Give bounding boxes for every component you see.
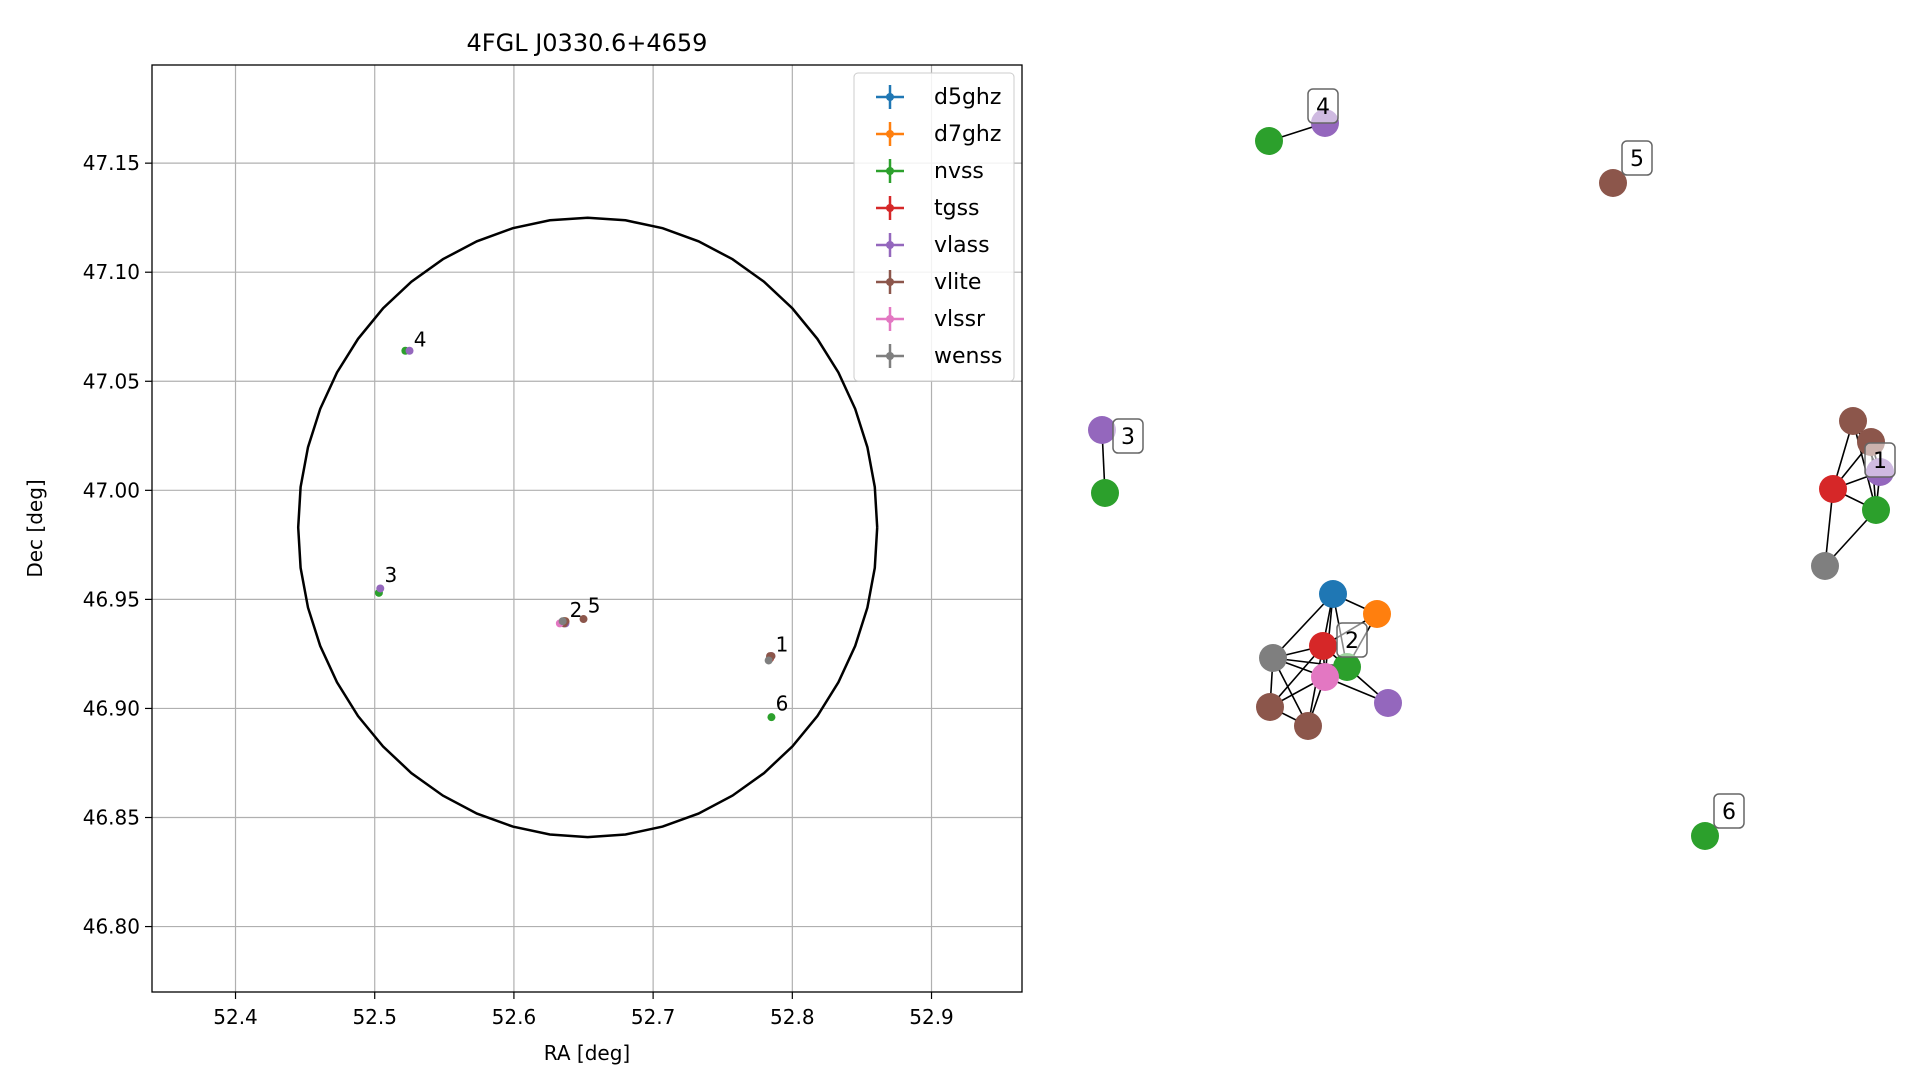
y-tick-label: 46.85 xyxy=(83,806,140,830)
network-node-vlass xyxy=(1374,689,1402,717)
data-point-vlass xyxy=(405,346,414,355)
chart-title: 4FGL J0330.6+4659 xyxy=(467,29,708,57)
x-tick-label: 52.8 xyxy=(770,1005,815,1029)
legend-marker-dot xyxy=(886,241,894,249)
y-tick-label: 47.05 xyxy=(83,369,140,393)
group-label-box xyxy=(1864,442,1896,478)
y-tick-label: 47.10 xyxy=(83,260,140,284)
network-node-vlssr xyxy=(1311,663,1339,691)
network-node-tgss xyxy=(1309,632,1337,660)
legend-label-vlssr: vlssr xyxy=(934,307,986,332)
legend-label-d5ghz: d5ghz xyxy=(934,85,1001,110)
y-tick-label: 47.15 xyxy=(83,151,140,175)
network-labels: 1 2 3 4 5 6 xyxy=(1112,88,1896,829)
x-tick-label: 52.5 xyxy=(352,1005,397,1029)
legend-label-d7ghz: d7ghz xyxy=(934,122,1001,147)
legend-marker-dot xyxy=(886,315,894,323)
point-annotation: 2 xyxy=(570,598,583,622)
network-node-nvss xyxy=(1862,496,1890,524)
legend-marker-dot xyxy=(886,352,894,360)
localization-ellipse xyxy=(296,216,879,839)
network-node-nvss xyxy=(1255,127,1283,155)
network-node-vlite xyxy=(1599,169,1627,197)
data-point-wenss xyxy=(558,617,567,626)
y-tick-label: 46.80 xyxy=(83,915,140,939)
group-label: 5 xyxy=(1630,147,1644,172)
legend-marker-dot xyxy=(886,93,894,101)
network-node-vlite xyxy=(1839,407,1867,435)
network-node-tgss xyxy=(1819,475,1847,503)
network-node-nvss xyxy=(1333,653,1361,681)
legend-label-tgss: tgss xyxy=(934,196,980,221)
data-point-nvss xyxy=(767,713,776,722)
legend-marker-dot xyxy=(886,278,894,286)
group-label: 3 xyxy=(1121,425,1135,450)
scatter-chart: 1 2 5 3 4 6 52.4 52.5 52.6 52.7 52.8 52.9 46.80 46.8… xyxy=(23,29,1023,1065)
y-tick-label: 46.90 xyxy=(83,696,140,720)
legend-marker-dot xyxy=(886,204,894,212)
legend-label-wenss: wenss xyxy=(934,344,1002,369)
y-axis-label: Dec [deg] xyxy=(23,479,47,577)
group-label-box xyxy=(1713,793,1745,829)
plot-area: 1 2 5 3 4 6 xyxy=(296,216,879,839)
network-node-wenss xyxy=(1259,644,1287,672)
legend-marker-dot xyxy=(886,167,894,175)
network-edges xyxy=(1101,122,1881,727)
network-graph: 1 2 3 4 5 6 xyxy=(1088,88,1896,850)
x-axis-label: RA [deg] xyxy=(544,1041,630,1065)
network-node-nvss xyxy=(1691,822,1719,850)
group-label-box xyxy=(1336,622,1368,658)
axis-ticks: 52.4 52.5 52.6 52.7 52.8 52.9 46.80 46.85 46.90 4… xyxy=(83,151,954,1029)
group-label-box xyxy=(1112,418,1144,454)
group-label: 4 xyxy=(1316,95,1330,120)
network-node-nvss xyxy=(1091,479,1119,507)
network-node-vlass xyxy=(1088,416,1116,444)
legend-label-nvss: nvss xyxy=(934,159,984,184)
axes-frame xyxy=(151,64,1023,993)
network-edge xyxy=(1272,593,1334,659)
point-annotation: 6 xyxy=(776,692,789,716)
x-tick-label: 52.7 xyxy=(631,1005,676,1029)
network-node-wenss xyxy=(1811,552,1839,580)
data-point-vlass xyxy=(376,584,385,593)
legend-label-vlite: vlite xyxy=(934,270,981,295)
x-tick-label: 52.6 xyxy=(492,1005,537,1029)
network-nodes xyxy=(1088,109,1894,850)
point-annotation: 5 xyxy=(588,593,601,617)
data-point-wenss xyxy=(764,656,773,665)
group-label-box xyxy=(1307,88,1339,124)
group-label: 6 xyxy=(1722,800,1736,825)
x-tick-label: 52.4 xyxy=(213,1005,258,1029)
legend-box xyxy=(853,72,1015,382)
legend-marker-dot xyxy=(886,130,894,138)
point-annotation: 4 xyxy=(414,327,427,351)
data-point-vlite xyxy=(579,615,588,624)
group-label: 1 xyxy=(1873,449,1887,474)
x-tick-label: 52.9 xyxy=(909,1005,954,1029)
group-label: 2 xyxy=(1345,629,1359,654)
legend-label-vlass: vlass xyxy=(934,233,990,258)
network-node-d5ghz xyxy=(1319,580,1347,608)
point-annotation: 3 xyxy=(384,563,397,587)
legend: d5ghz d7ghz nvss tgss vlass vlite vlssr wenss xyxy=(853,72,1015,382)
y-tick-label: 46.95 xyxy=(83,587,140,611)
point-annotation: 1 xyxy=(776,633,789,657)
network-node-d7ghz xyxy=(1363,600,1391,628)
group-label-box xyxy=(1621,140,1653,176)
y-tick-label: 47.00 xyxy=(83,478,140,502)
network-node-vlite xyxy=(1294,712,1322,740)
network-node-vlite xyxy=(1256,693,1284,721)
